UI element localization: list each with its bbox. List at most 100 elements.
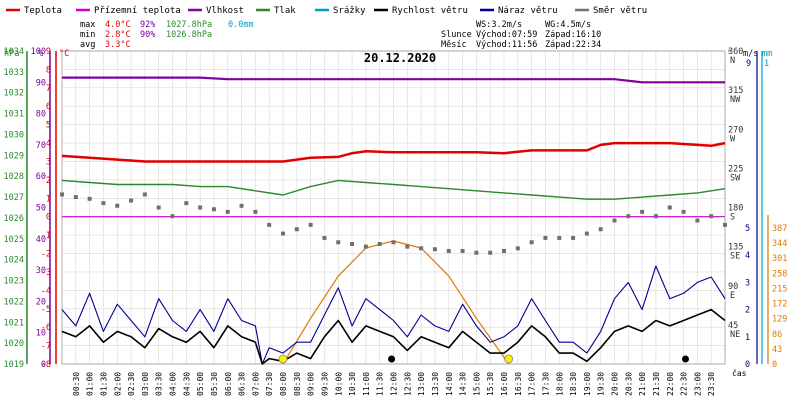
grid xyxy=(61,50,726,365)
wind-dir-point xyxy=(502,248,506,253)
dir-tick-name: SE xyxy=(730,252,740,262)
wind-dir-point xyxy=(612,218,617,223)
dir-tick-name: NE xyxy=(730,330,740,340)
wind-dir-point xyxy=(695,218,700,223)
x-tick: 19:30 xyxy=(597,372,606,396)
stat-0-4: 0.0mm xyxy=(228,20,254,30)
x-tick: 12:00 xyxy=(390,372,399,396)
x-tick: 15:30 xyxy=(486,372,495,396)
dir-tick-name: E xyxy=(730,291,735,301)
wind-dir-point xyxy=(709,214,714,219)
x-tick: 03:00 xyxy=(141,372,150,396)
x-tick: 01:00 xyxy=(86,372,95,396)
x-tick: 09:30 xyxy=(320,372,329,396)
wind-dir-point xyxy=(156,205,161,210)
dir-tick-deg: 225 xyxy=(728,164,743,174)
precip-axis-top: 1 xyxy=(764,59,769,69)
temp-tick: -6 xyxy=(41,323,51,333)
wind-dir-point xyxy=(529,240,534,245)
wind-dir-point xyxy=(543,235,548,240)
moonrise-marker xyxy=(388,355,396,363)
stat-1-1: 2.8°C xyxy=(105,30,131,40)
temp-tick: -4 xyxy=(41,286,51,296)
dir-tick-deg: 315 xyxy=(728,86,743,96)
legend-label-0: Teplota xyxy=(24,6,62,16)
x-tick: 07:30 xyxy=(265,372,274,396)
temp-tick: -2 xyxy=(41,250,51,260)
wind-dir-point xyxy=(667,205,672,210)
wind-gust-series xyxy=(61,265,726,365)
x-tick: 16:00 xyxy=(500,372,509,396)
stat-0-3: 1027.8hPa xyxy=(166,20,212,30)
stat-moon-set: Západ:22:34 xyxy=(545,40,601,50)
wind-dir-point xyxy=(571,235,576,240)
stat-wg: WG:4.5m/s xyxy=(545,20,591,30)
temp-tick: 5 xyxy=(46,121,51,131)
legend-label-4: Srážky xyxy=(333,6,366,16)
x-tick: 17:30 xyxy=(541,372,550,396)
wind-dir-point xyxy=(253,209,258,214)
pressure-series xyxy=(61,179,726,200)
pressure-tick: 1022 xyxy=(4,297,24,307)
x-tick: 13:00 xyxy=(417,372,426,396)
temp-tick: 1 xyxy=(46,194,51,204)
wind-dir-point xyxy=(211,207,216,212)
humidity-tick: 100 xyxy=(31,47,46,57)
stat-0-0: max xyxy=(80,20,95,30)
speed-tick: 0 xyxy=(745,360,750,370)
x-tick: 10:30 xyxy=(348,372,357,396)
temp-tick: -3 xyxy=(41,268,51,278)
stat-ws: WS:3.2m/s xyxy=(476,20,522,30)
x-tick: 12:30 xyxy=(403,372,412,396)
x-tick: 07:00 xyxy=(251,372,260,396)
pressure-tick: 1019 xyxy=(4,360,24,370)
legend-label-7: Směr větru xyxy=(593,6,647,16)
solar-tick: 387 xyxy=(772,224,787,234)
pressure-tick: 1030 xyxy=(4,130,24,140)
x-tick: 22:30 xyxy=(680,372,689,396)
x-tick: 01:30 xyxy=(99,372,108,396)
x-tick: 21:00 xyxy=(638,372,647,396)
wind-dir-point xyxy=(474,250,479,255)
pressure-tick: 1031 xyxy=(4,110,24,120)
x-tick: 05:30 xyxy=(210,372,219,396)
wind-dir-point xyxy=(640,209,645,214)
temp-tick: 7 xyxy=(46,84,51,94)
pressure-tick: 1032 xyxy=(4,89,24,99)
stat-1-0: min xyxy=(80,30,95,40)
wind-dir-point xyxy=(308,222,313,227)
x-tick: 21:30 xyxy=(652,372,661,396)
stat-moon-rise: Východ:11:56 xyxy=(476,40,537,50)
solar-tick: 129 xyxy=(772,315,787,325)
solar-tick: 43 xyxy=(772,345,782,355)
dir-tick-deg: 360 xyxy=(728,47,743,57)
temp-tick: 4 xyxy=(46,139,51,149)
dir-tick-deg: 90 xyxy=(728,282,738,292)
dir-axis-title: ° xyxy=(727,49,732,59)
pressure-axis-title: hPa xyxy=(4,49,19,59)
legend-label-1: Přízemní teplota xyxy=(94,6,181,16)
x-tick: 23:00 xyxy=(693,372,702,396)
x-tick: 11:30 xyxy=(376,372,385,396)
humidity-tick: 60 xyxy=(36,172,46,182)
pressure-tick: 1028 xyxy=(4,172,24,182)
temp-tick: 2 xyxy=(46,176,51,186)
legend-label-3: Tlak xyxy=(274,6,296,16)
dir-tick-name: W xyxy=(730,134,736,144)
wind-dir-point xyxy=(350,242,355,247)
wind-dir-point xyxy=(488,250,493,255)
temp-tick: -7 xyxy=(41,342,51,352)
x-tick: 23:30 xyxy=(707,372,716,396)
x-axis-title: čas xyxy=(732,368,747,378)
wind-dir-point xyxy=(584,231,589,236)
wind-dir-point xyxy=(281,231,285,236)
speed-tick: 4 xyxy=(745,251,750,261)
x-tick: 15:00 xyxy=(472,372,481,396)
humidity-tick: 20 xyxy=(36,297,46,307)
x-tick: 22:00 xyxy=(666,372,675,396)
wind-dir-point xyxy=(391,240,396,245)
wind-dir-point xyxy=(460,248,465,253)
wind-dir-point xyxy=(115,203,120,208)
humidity-axis-title: % xyxy=(38,49,43,59)
